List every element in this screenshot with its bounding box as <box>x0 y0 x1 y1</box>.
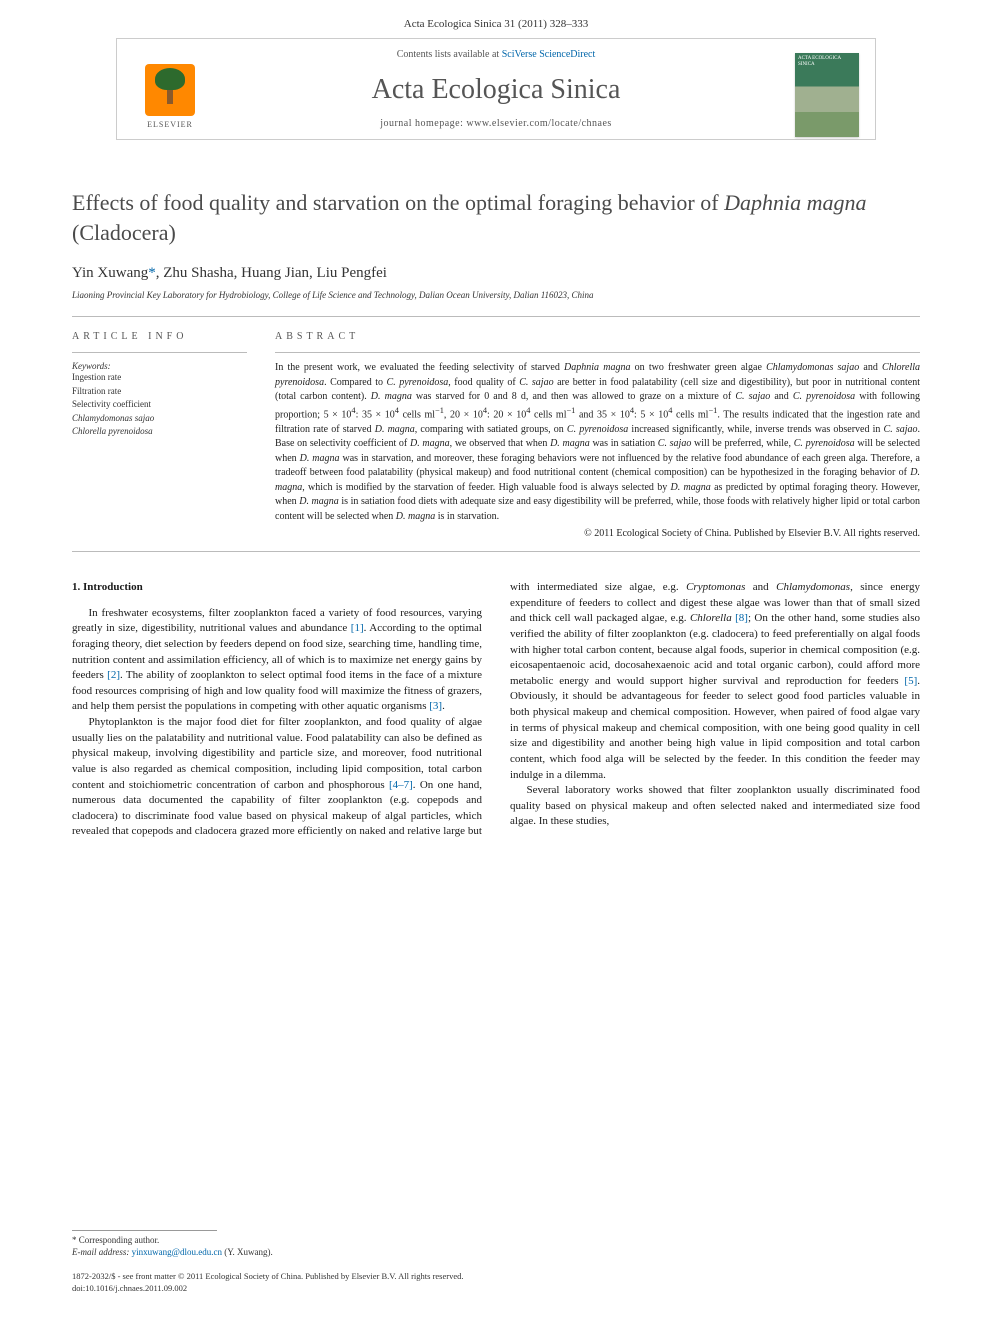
journal-masthead: ELSEVIER ACTA ECOLOGICA SINICA Contents … <box>116 38 876 140</box>
email-address[interactable]: yinxuwang@dlou.edu.cn <box>132 1247 222 1257</box>
page-footer: * Corresponding author. E-mail address: … <box>72 1230 920 1295</box>
article-info-head: ARTICLE INFO <box>72 331 247 352</box>
homepage-url[interactable]: www.elsevier.com/locate/chnaes <box>466 118 611 129</box>
abstract-column: ABSTRACT In the present work, we evaluat… <box>275 331 920 539</box>
journal-cover-text: ACTA ECOLOGICA SINICA <box>795 53 859 70</box>
abs-rule <box>275 352 920 353</box>
keyword-item: Filtration rate <box>72 385 247 399</box>
doi-line: doi:10.1016/j.chnaes.2011.09.002 <box>72 1283 920 1295</box>
corresponding-mark: * <box>148 265 156 281</box>
elsevier-logo: ELSEVIER <box>135 57 205 135</box>
body-two-columns: 1. Introduction In freshwater ecosystems… <box>72 580 920 840</box>
elsevier-tree-icon <box>145 64 195 116</box>
homepage-label: journal homepage: <box>380 118 466 129</box>
info-rule <box>72 352 247 353</box>
title-post: (Cladocera) <box>72 220 176 245</box>
affiliation: Liaoning Provincial Key Laboratory for H… <box>72 290 920 310</box>
contents-prefix: Contents lists available at <box>397 49 502 60</box>
corresponding-author-note: * Corresponding author. <box>72 1235 920 1245</box>
section-1-head: 1. Introduction <box>72 580 482 606</box>
authors-rest: , Zhu Shasha, Huang Jian, Liu Pengfei <box>156 265 387 281</box>
sciencedirect-link[interactable]: SciVerse ScienceDirect <box>502 49 596 60</box>
email-label: E-mail address: <box>72 1247 132 1257</box>
email-line: E-mail address: yinxuwang@dlou.edu.cn (Y… <box>72 1245 920 1257</box>
keyword-item: Chlamydomonas sajao <box>72 412 247 426</box>
title-pre: Effects of food quality and starvation o… <box>72 190 724 215</box>
contents-available-line: Contents lists available at SciVerse Sci… <box>117 49 875 68</box>
abstract-text: In the present work, we evaluated the fe… <box>275 361 920 524</box>
author-primary: Yin Xuwang <box>72 265 148 281</box>
article-title: Effects of food quality and starvation o… <box>72 188 920 265</box>
email-who: (Y. Xuwang). <box>222 1247 273 1257</box>
issn-line: 1872-2032/$ - see front matter © 2011 Ec… <box>72 1271 920 1283</box>
rule-top <box>72 316 920 317</box>
journal-cover-thumbnail: ACTA ECOLOGICA SINICA <box>795 53 859 137</box>
keywords-label: Keywords: <box>72 361 247 371</box>
authors-line: Yin Xuwang*, Zhu Shasha, Huang Jian, Liu… <box>72 265 920 290</box>
article-info-column: ARTICLE INFO Keywords: Ingestion rateFil… <box>72 331 247 539</box>
abstract-copyright: © 2011 Ecological Society of China. Publ… <box>275 524 920 539</box>
intro-para-1: In freshwater ecosystems, filter zooplan… <box>72 606 482 715</box>
info-abstract-row: ARTICLE INFO Keywords: Ingestion rateFil… <box>72 331 920 539</box>
journal-homepage-line: journal homepage: www.elsevier.com/locat… <box>117 118 875 129</box>
elsevier-label: ELSEVIER <box>147 116 193 129</box>
keyword-item: Chlorella pyrenoidosa <box>72 425 247 439</box>
abstract-head: ABSTRACT <box>275 331 920 352</box>
issn-copyright: 1872-2032/$ - see front matter © 2011 Ec… <box>72 1257 920 1295</box>
journal-name: Acta Ecologica Sinica <box>117 68 875 118</box>
keyword-item: Ingestion rate <box>72 371 247 385</box>
footer-rule <box>72 1230 217 1231</box>
title-species: Daphnia magna <box>724 190 866 215</box>
rule-after-abstract <box>72 551 920 552</box>
intro-para-3: Several laboratory works showed that fil… <box>510 783 920 830</box>
keywords-list: Ingestion rateFiltration rateSelectivity… <box>72 371 247 439</box>
keyword-item: Selectivity coefficient <box>72 398 247 412</box>
article-area: Effects of food quality and starvation o… <box>0 140 992 840</box>
running-head: Acta Ecologica Sinica 31 (2011) 328–333 <box>0 0 992 38</box>
